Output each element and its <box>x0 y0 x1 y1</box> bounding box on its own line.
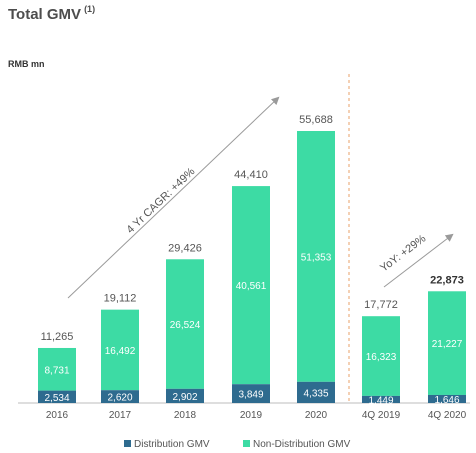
yoy-annotation: YoY: +29% <box>378 233 428 275</box>
label-distribution-2019: 3,849 <box>238 390 263 401</box>
label-total-4Q-2019: 17,772 <box>364 299 398 311</box>
label-non-distribution-2016: 8,731 <box>44 365 69 376</box>
bar-distribution-2017 <box>101 390 139 403</box>
label-total-2019: 44,410 <box>234 169 268 181</box>
tick-label-2017: 2017 <box>109 410 132 421</box>
tick-label-4Q-2019: 4Q 2019 <box>362 410 401 421</box>
chart-title-text: Total GMV <box>8 6 82 23</box>
legend-swatch-distribution <box>124 440 131 447</box>
bar-non-distribution-2016 <box>38 347 76 391</box>
label-non-distribution-2019: 40,561 <box>236 281 267 292</box>
bar-non-distribution-2017 <box>101 309 139 391</box>
label-total-2018: 29,426 <box>168 242 202 254</box>
legend-swatch-non-distribution <box>243 440 250 447</box>
tick-label-4Q-2020: 4Q 2020 <box>428 410 467 421</box>
bar-distribution-4Q-2020 <box>428 394 466 403</box>
label-distribution-4Q-2019: 1,449 <box>368 395 393 406</box>
label-distribution-2018: 2,902 <box>172 392 197 403</box>
label-distribution-2020: 4,335 <box>303 388 328 399</box>
bar-distribution-2018 <box>166 388 204 403</box>
label-total-2017: 19,112 <box>104 293 137 305</box>
cagr-annotation: 4 Yr CAGR: +49% <box>124 166 197 236</box>
legend-label-distribution: Distribution GMV <box>134 439 210 450</box>
bar-distribution-2020 <box>297 381 335 403</box>
tick-label-2016: 2016 <box>46 410 69 421</box>
tick-label-2019: 2019 <box>240 410 263 421</box>
yoy-arrow <box>383 233 454 288</box>
label-distribution-2016: 2,534 <box>44 393 69 404</box>
bar-non-distribution-2019 <box>232 186 270 385</box>
label-non-distribution-2018: 26,524 <box>170 320 201 331</box>
bar-distribution-4Q-2019 <box>362 395 400 403</box>
label-distribution-4Q-2020: 1,646 <box>434 395 459 406</box>
bar-distribution-2016 <box>38 390 76 403</box>
bar-non-distribution-4Q-2019 <box>362 316 400 396</box>
chart-title: Total GMV (1) <box>8 4 96 24</box>
tick-label-2020: 2020 <box>305 410 328 421</box>
bar-distribution-2019 <box>232 384 270 403</box>
label-non-distribution-4Q-2020: 21,227 <box>432 339 463 350</box>
bar-non-distribution-2020 <box>297 131 335 382</box>
bar-non-distribution-2018 <box>166 259 204 389</box>
label-total-4Q-2020: 22,873 <box>430 274 464 286</box>
label-total-2020: 55,688 <box>299 114 333 126</box>
unit-label: RMB mn <box>8 59 45 69</box>
chart-title-superscript: (1) <box>84 4 96 14</box>
bar-non-distribution-4Q-2020 <box>428 291 466 395</box>
label-non-distribution-2020: 51,353 <box>301 252 332 263</box>
tick-label-2018: 2018 <box>174 410 197 421</box>
legend-label-non-distribution: Non-Distribution GMV <box>253 439 351 450</box>
label-total-2016: 11,265 <box>41 331 74 343</box>
label-non-distribution-4Q-2019: 16,323 <box>366 352 397 363</box>
cagr-arrow <box>67 96 280 299</box>
label-distribution-2017: 2,620 <box>107 393 132 404</box>
label-non-distribution-2017: 16,492 <box>105 346 136 357</box>
